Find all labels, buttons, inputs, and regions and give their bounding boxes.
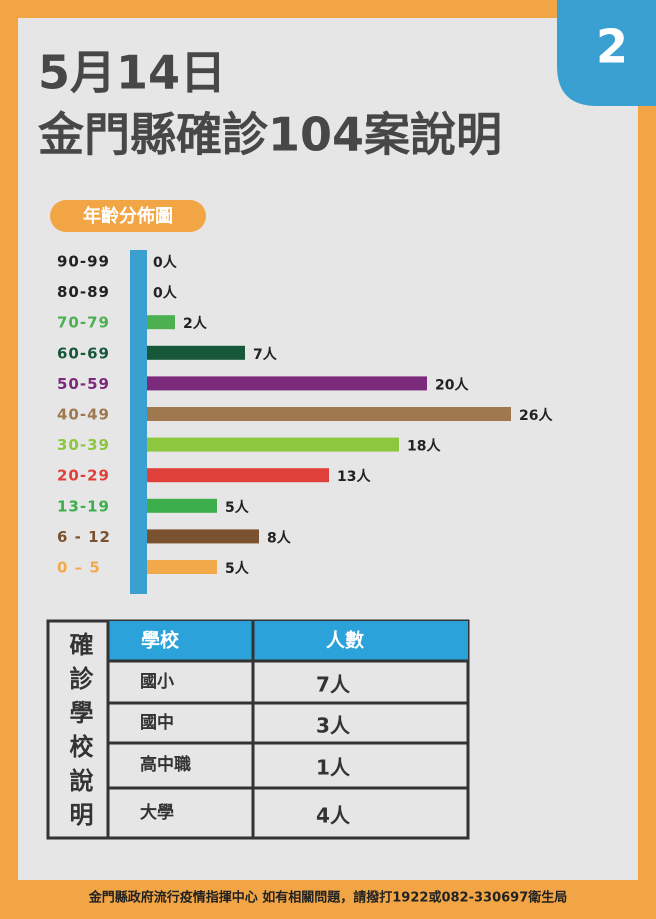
school-name: 國中 bbox=[140, 712, 174, 733]
table-header: 學校 bbox=[141, 629, 180, 652]
category-label: 0 – 5 bbox=[57, 559, 101, 577]
page-number: 2 bbox=[596, 20, 628, 74]
category-label: 50-59 bbox=[57, 375, 110, 393]
axis-bar bbox=[130, 250, 147, 594]
value-label: 20人 bbox=[435, 376, 469, 393]
bar bbox=[147, 345, 245, 360]
category-label: 90-99 bbox=[57, 253, 110, 271]
value-label: 5人 bbox=[225, 560, 250, 577]
value-label: 2人 bbox=[183, 315, 208, 332]
category-label: 20-29 bbox=[57, 467, 110, 485]
category-label: 70-79 bbox=[57, 314, 110, 332]
value-label: 0人 bbox=[153, 285, 178, 302]
case-count: 3人 bbox=[316, 714, 351, 738]
date: 5月14日 bbox=[38, 46, 226, 100]
category-label: 40-49 bbox=[57, 406, 110, 424]
category-label: 13-19 bbox=[57, 497, 110, 515]
table-header-bg bbox=[108, 621, 468, 661]
bar bbox=[147, 529, 259, 544]
table-side-label: 確診學校說明 bbox=[65, 631, 93, 836]
bar bbox=[147, 437, 399, 452]
case-count: 4人 bbox=[316, 804, 351, 828]
table-header: 人數 bbox=[326, 630, 364, 652]
value-label: 18人 bbox=[407, 438, 441, 455]
chart-title: 年齡分佈圖 bbox=[83, 205, 173, 227]
bar bbox=[147, 315, 175, 330]
bar bbox=[147, 498, 217, 513]
case-count: 7人 bbox=[316, 673, 351, 697]
value-label: 7人 bbox=[253, 346, 278, 363]
category-label: 80-89 bbox=[57, 283, 110, 301]
category-label: 60-69 bbox=[57, 344, 110, 362]
category-label: 30-39 bbox=[57, 436, 110, 454]
school-name: 國小 bbox=[140, 672, 174, 692]
title: 金門縣確診104案說明 bbox=[37, 108, 502, 162]
chart-title-pill bbox=[50, 200, 206, 232]
bar bbox=[147, 560, 217, 574]
school-table: 確診學校說明 學校 人數 bbox=[46, 619, 470, 840]
bar bbox=[147, 468, 329, 483]
school-name: 大學 bbox=[140, 802, 174, 823]
value-label: 26人 bbox=[519, 407, 553, 424]
category-label: 6 - 12 bbox=[57, 528, 111, 546]
value-label: 8人 bbox=[267, 529, 292, 546]
bar bbox=[147, 407, 511, 421]
school-name: 高中職 bbox=[140, 754, 191, 775]
corner-badge bbox=[557, 0, 656, 106]
value-label: 0人 bbox=[153, 254, 178, 271]
value-label: 5人 bbox=[225, 499, 250, 516]
case-count: 1人 bbox=[316, 756, 351, 780]
bars: 90-99 0人 80-89 0人 70-79 2人 60-69 7人 50-59 20人 40-4… bbox=[57, 253, 553, 578]
bar bbox=[147, 376, 427, 391]
footer: 金門縣政府流行疫情指揮中心 如有相關問題，請撥打1922或082-330697衛… bbox=[88, 890, 568, 906]
value-label: 13人 bbox=[337, 468, 371, 485]
